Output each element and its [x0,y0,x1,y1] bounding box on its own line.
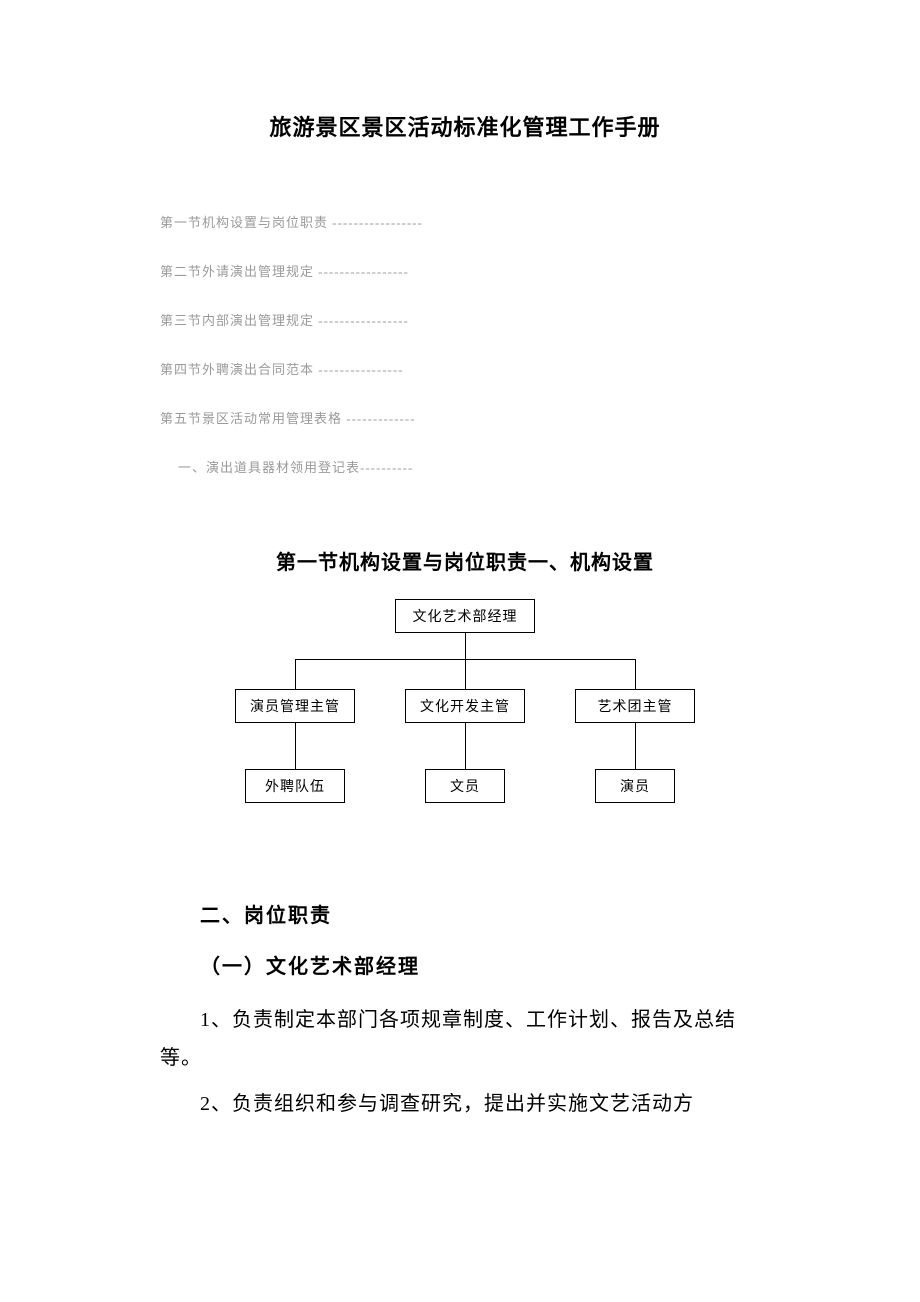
org-level2-node: 艺术团主管 [575,689,695,723]
org-connector-line [635,659,636,689]
section-heading: 第一节机构设置与岗位职责一、机构设置 [160,546,770,575]
org-connector-line [295,723,296,769]
document-title: 旅游景区景区活动标准化管理工作手册 [160,110,770,142]
org-level2-node: 文化开发主管 [405,689,525,723]
org-connector-line [295,659,296,689]
org-connector-line [635,723,636,769]
toc-item: 第五节景区活动常用管理表格 ------------- [160,408,770,427]
toc-item: 第四节外聘演出合同范本 ---------------- [160,359,770,378]
org-chart: 文化艺术部经理演员管理主管 文化开发主管 艺术团主管外聘队伍 文员 演员 [205,599,725,809]
org-root-node: 文化艺术部经理 [395,599,535,633]
org-connector-line [465,723,466,769]
org-connector-line [465,633,466,659]
org-level3-node: 文员 [425,769,505,803]
org-level2-node: 演员管理主管 [235,689,355,723]
subheading-duties: 二、岗位职责 [200,899,770,928]
toc-item: 第二节外请演出管理规定 ----------------- [160,261,770,280]
paragraph: 2、负责组织和参与调查研究，提出并实施文艺活动方 [160,1085,770,1123]
toc-item: 第三节内部演出管理规定 ----------------- [160,310,770,329]
toc-item: 第一节机构设置与岗位职责 ----------------- [160,212,770,231]
document-page: 旅游景区景区活动标准化管理工作手册 第一节机构设置与岗位职责 ---------… [0,0,920,1123]
table-of-contents: 第一节机构设置与岗位职责 ----------------- 第二节外请演出管理… [160,212,770,476]
subheading-manager: （一）文化艺术部经理 [200,950,770,979]
org-level3-node: 演员 [595,769,675,803]
toc-sub-item: 一、演出道具器材领用登记表---------- [178,457,770,476]
org-connector-line [465,659,466,689]
org-level3-node: 外聘队伍 [245,769,345,803]
paragraph: 1、负责制定本部门各项规章制度、工作计划、报告及总结等。 [160,1001,770,1077]
